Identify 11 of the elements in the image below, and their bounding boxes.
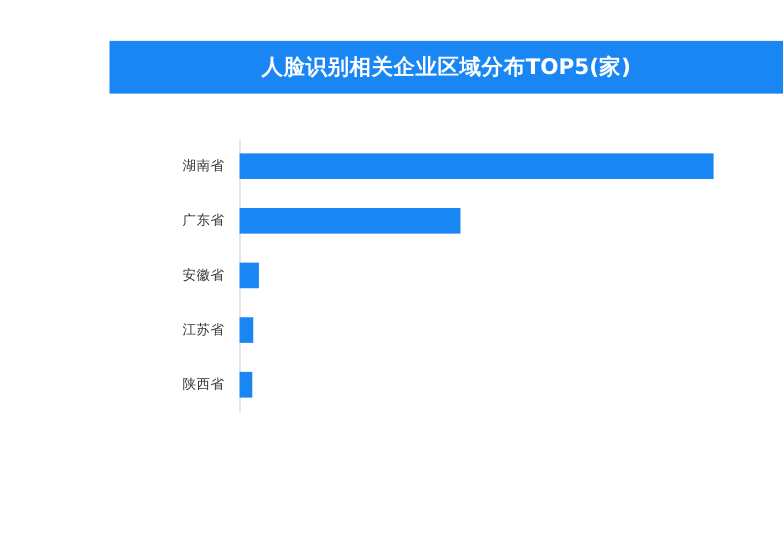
y-tick-label: 广东省 [182,212,224,229]
y-tick-label: 安徽省 [182,267,224,284]
chart-title: 人脸识别相关企业区域分布TOP5(家) [260,54,631,80]
bar [239,153,714,180]
bar [239,208,460,234]
bar [239,372,252,398]
y-tick-label: 湖南省 [182,158,224,174]
bar [239,262,259,288]
bar [239,317,254,343]
y-tick-label: 陕西省 [182,376,224,393]
y-tick-label: 江苏省 [182,322,224,338]
